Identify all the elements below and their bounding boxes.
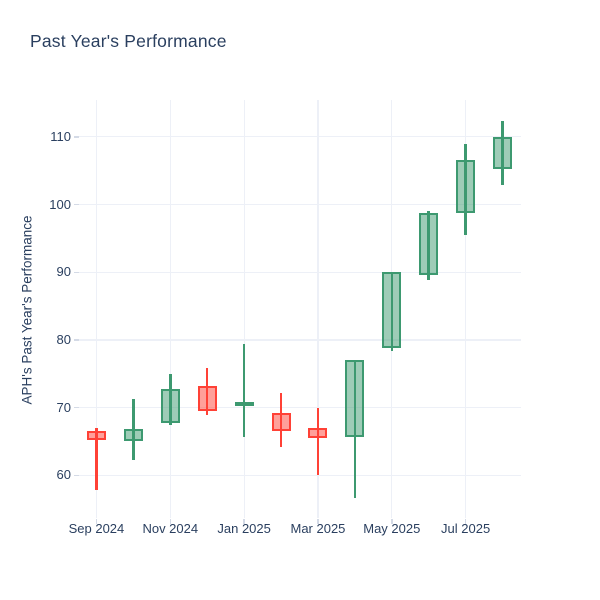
x-tick-mark <box>391 518 393 524</box>
x-tick-label: Sep 2024 <box>68 521 125 536</box>
chart-title: Past Year's Performance <box>30 31 227 51</box>
y-tick-label: 70 <box>56 399 71 415</box>
candlestick[interactable] <box>419 212 439 275</box>
x-tick-mark <box>317 518 319 524</box>
candle-wick <box>242 344 246 437</box>
x-tick-label: Jan 2025 <box>217 521 271 536</box>
h-gridline <box>78 271 521 273</box>
h-gridline <box>78 339 521 341</box>
h-gridline <box>78 474 521 476</box>
y-tick-mark <box>73 474 79 477</box>
x-tick-label: Nov 2024 <box>142 521 199 536</box>
x-tick-mark <box>243 518 245 524</box>
candlestick[interactable] <box>456 159 476 214</box>
x-tick-label: Jul 2025 <box>441 521 491 536</box>
candle-wick <box>95 427 98 490</box>
v-gridline <box>243 100 245 518</box>
v-gridline <box>169 100 171 518</box>
candle-wick <box>316 407 320 476</box>
candlestick[interactable] <box>197 386 217 412</box>
candlestick[interactable] <box>345 360 365 438</box>
h-gridline <box>78 203 521 206</box>
h-gridline <box>78 136 521 138</box>
candlestick[interactable] <box>234 401 254 407</box>
x-tick-label: Mar 2025 <box>290 521 346 536</box>
candlestick[interactable] <box>86 431 106 441</box>
candlestick[interactable] <box>493 136 513 169</box>
y-tick-mark <box>73 271 79 274</box>
y-tick-mark <box>73 339 79 341</box>
v-gridline <box>95 100 98 518</box>
y-tick-mark <box>73 406 79 409</box>
v-gridline <box>465 100 467 518</box>
y-tick-label: 90 <box>56 264 71 280</box>
x-tick-label: May 2025 <box>363 521 421 536</box>
y-tick-label: 60 <box>56 467 71 483</box>
x-tick-mark <box>464 518 467 524</box>
x-tick-mark <box>95 518 98 524</box>
y-tick-label: 110 <box>50 128 71 144</box>
candlestick[interactable] <box>382 272 402 349</box>
h-gridline <box>78 407 521 409</box>
y-tick-mark <box>73 203 79 206</box>
x-tick-mark <box>169 518 172 524</box>
candlestick[interactable] <box>308 427 328 439</box>
candlestick[interactable] <box>160 389 180 423</box>
y-tick-label: 100 <box>49 196 71 212</box>
y-tick-label: 80 <box>56 331 71 347</box>
v-gridline <box>317 100 319 518</box>
candlestick[interactable] <box>123 428 143 441</box>
candlestick[interactable] <box>271 413 291 432</box>
y-tick-mark <box>73 136 79 138</box>
